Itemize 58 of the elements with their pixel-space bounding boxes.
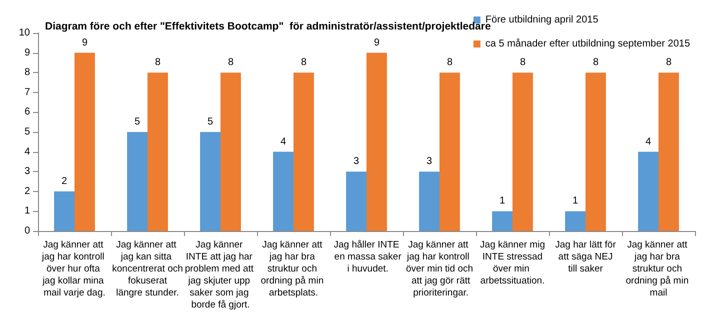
bar bbox=[565, 211, 586, 231]
y-tick-label: 8 bbox=[24, 67, 30, 78]
y-tick-label: 1 bbox=[24, 206, 30, 217]
chart-title: Diagram före och efter "Effektivitets Bootcamp" för administratör/assistent/projektledare bbox=[45, 20, 491, 32]
data-label: 1 bbox=[572, 196, 578, 207]
data-label: 3 bbox=[354, 156, 360, 168]
y-tick-label: 2 bbox=[24, 186, 30, 197]
bar bbox=[638, 152, 658, 231]
y-tick-label: 5 bbox=[24, 126, 30, 138]
x-tick-label: Jag känner att jag kan sitta koncentrerat och fokuserat längre stunder. bbox=[112, 240, 183, 298]
y-tick-label: 0 bbox=[24, 226, 30, 236]
x-tick-label: Jag känner att jag har kontroll över min tid och att jag gör rätt prioriteringar. bbox=[406, 240, 474, 298]
y-tick-label: 9 bbox=[24, 47, 30, 58]
y-tick-label: 10 bbox=[18, 28, 30, 38]
data-label: 9 bbox=[82, 37, 88, 48]
data-label: 1 bbox=[500, 196, 506, 207]
x-tick-label: Jag känner att jag har bra struktur och ordning på min arbetsplats. bbox=[260, 240, 326, 298]
data-label: 5 bbox=[134, 116, 140, 128]
legend-label: ca 5 månader efter utbildning september 2015 bbox=[485, 38, 690, 50]
bar bbox=[294, 72, 314, 231]
bar bbox=[148, 72, 168, 231]
x-tick-label: Jag har lätt för att säga NEJ till saker bbox=[555, 240, 616, 274]
bar bbox=[440, 72, 460, 231]
data-label: 4 bbox=[646, 136, 652, 148]
data-label: 8 bbox=[592, 57, 599, 68]
bar bbox=[492, 211, 512, 231]
x-tick-label: Jag känner INTE att jag har problem med att jag skjuter upp saker som jag borde få gjort. bbox=[184, 240, 256, 310]
bar bbox=[658, 72, 679, 231]
x-tick-label: Jag håller INTE en massa saker i huvudet. bbox=[332, 240, 402, 274]
bar bbox=[366, 52, 387, 231]
bar bbox=[74, 52, 95, 231]
data-label: 8 bbox=[154, 57, 161, 68]
x-tick-label: Jag känner att jag har kontroll över hur ofta jag kollar mina mail varje dag. bbox=[41, 240, 107, 298]
bar bbox=[273, 152, 294, 231]
data-label: 5 bbox=[208, 116, 214, 128]
bar bbox=[200, 132, 220, 231]
data-label: 2 bbox=[62, 176, 68, 187]
data-label: 3 bbox=[426, 156, 432, 168]
bar bbox=[346, 172, 366, 231]
x-tick-label: Jag känner att jag har bra struktur och ordning på min mail bbox=[626, 240, 692, 298]
bar bbox=[220, 72, 241, 231]
bar bbox=[512, 72, 533, 231]
y-tick-label: 3 bbox=[24, 166, 30, 178]
bar bbox=[586, 72, 606, 231]
bar bbox=[127, 132, 148, 231]
y-tick-label: 4 bbox=[24, 146, 30, 158]
data-label: 8 bbox=[228, 57, 234, 68]
x-tick-label: Jag känner mig INTE stressad över min arbetssituation. bbox=[480, 240, 546, 286]
data-label: 8 bbox=[446, 57, 453, 68]
y-tick-label: 7 bbox=[24, 86, 30, 98]
bar bbox=[419, 172, 440, 231]
bar bbox=[54, 191, 74, 231]
data-label: 8 bbox=[300, 57, 307, 68]
y-tick-label: 6 bbox=[24, 106, 30, 118]
data-label: 4 bbox=[280, 136, 286, 148]
data-label: 8 bbox=[520, 57, 526, 68]
data-label: 9 bbox=[374, 37, 380, 48]
data-label: 8 bbox=[666, 57, 672, 68]
